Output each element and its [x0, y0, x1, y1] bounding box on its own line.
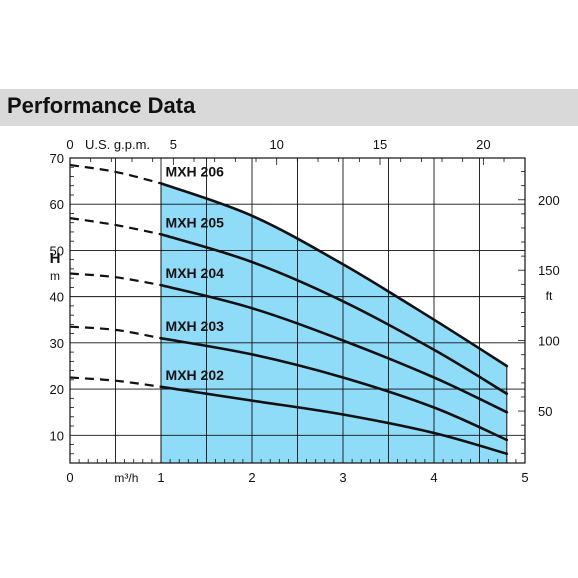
series-line-dashed — [69, 376, 162, 388]
y-axis-unit: m — [50, 269, 60, 283]
series-label: MXH 206 — [166, 163, 225, 179]
y-tick-label: 70 — [50, 151, 64, 166]
y-tick-label: 50 — [50, 243, 64, 258]
x-top-tick-label: 10 — [269, 137, 283, 152]
series-line-dashed — [69, 217, 162, 236]
x-top-tick-label: 15 — [373, 137, 387, 152]
x-tick-label: 4 — [430, 470, 437, 485]
series-line — [159, 233, 509, 395]
y-right-tick-label: 150 — [538, 263, 560, 278]
operating-range-fill — [161, 183, 507, 463]
x-tick-label: 0 — [66, 470, 73, 485]
y-axis-label: H — [50, 250, 61, 267]
y-right-tick-label: 50 — [538, 404, 552, 419]
x-tick-label: 2 — [248, 470, 255, 485]
title-bar: Performance Data — [0, 89, 578, 126]
series-line-dashed — [69, 325, 162, 340]
y-right-tick-label: 100 — [538, 334, 560, 349]
x-tick-label: 5 — [521, 470, 528, 485]
y-tick-label: 20 — [50, 382, 64, 397]
y-tick-label: 30 — [50, 336, 64, 351]
y-right-unit-label: ft — [546, 289, 553, 303]
x-unit-label: m³/h — [114, 471, 138, 485]
series-label: MXH 204 — [166, 265, 225, 281]
x-tick-label: 3 — [339, 470, 346, 485]
series-line — [159, 385, 509, 456]
series-line — [159, 283, 509, 414]
y-right-tick-label: 200 — [538, 193, 560, 208]
series-label: MXH 202 — [166, 367, 225, 383]
y-tick-label: 60 — [50, 197, 64, 212]
x-top-unit-label: U.S. g.p.m. — [85, 137, 150, 152]
series-line — [159, 182, 509, 368]
series-label: MXH 205 — [166, 214, 225, 230]
y-tick-label: 40 — [50, 290, 64, 305]
page-title: Performance Data — [7, 93, 196, 118]
y-tick-label: 10 — [50, 428, 64, 443]
series-line-dashed — [69, 272, 162, 287]
series-line-dashed — [69, 163, 162, 185]
series-label: MXH 203 — [166, 318, 225, 334]
x-top-tick-label: 5 — [170, 137, 177, 152]
x-top-tick-label: 0 — [66, 137, 73, 152]
x-tick-label: 1 — [157, 470, 164, 485]
x-top-tick-label: 20 — [476, 137, 490, 152]
series-line — [159, 336, 509, 442]
